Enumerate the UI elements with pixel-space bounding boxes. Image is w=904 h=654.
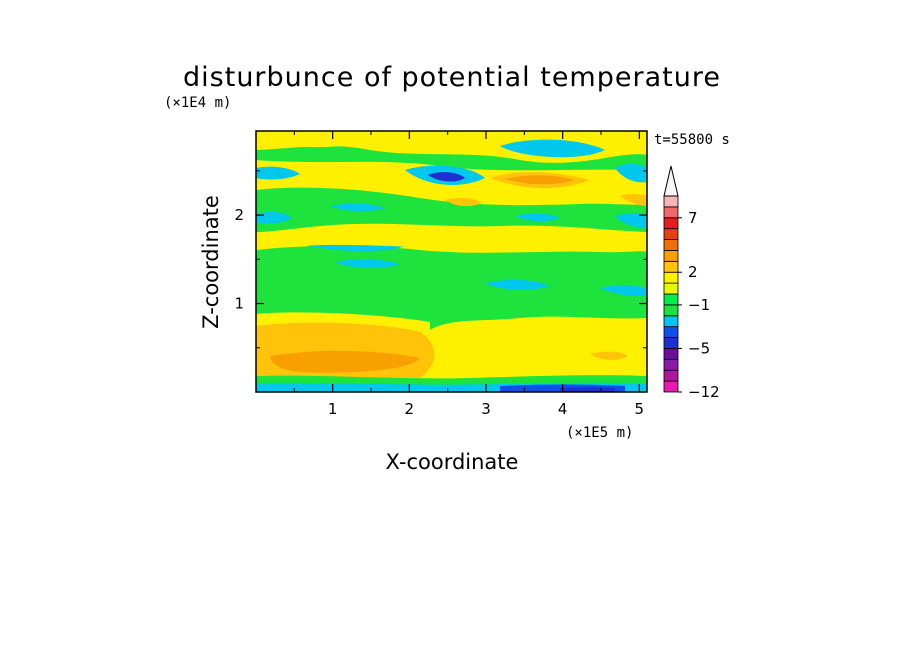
x-axis-label: X-coordinate: [386, 450, 519, 474]
x-tick-label: 1: [328, 400, 338, 418]
field-region: [620, 194, 647, 206]
y-unit-label: (×1E4 m): [164, 95, 231, 111]
colorbar-swatch: [663, 315, 679, 328]
y-tick-label: 1: [234, 295, 244, 313]
colorbar-swatch: [663, 239, 679, 251]
colorbar-swatch: [663, 337, 679, 349]
field-region: [256, 166, 300, 180]
colorbar-swatch: [663, 271, 679, 284]
colorbar: 7 2 −1 −5 −12: [663, 165, 720, 401]
field-region: [615, 163, 647, 183]
colorbar-swatch: [663, 206, 679, 219]
colorbar-swatch: [663, 250, 679, 262]
field-region: [256, 211, 292, 224]
field-region: [445, 197, 482, 207]
field-region: [515, 213, 560, 222]
colorbar-extend-triangle: [663, 165, 679, 197]
colorbar-tick-label: 2: [688, 263, 698, 281]
field-region: [256, 187, 647, 232]
time-label: t=55800 s: [654, 132, 730, 148]
field-region: [615, 213, 647, 228]
field-region: [590, 351, 628, 360]
colorbar-tick-label: −12: [688, 383, 720, 401]
colorbar-swatch: [663, 304, 679, 317]
colorbar-swatch: [663, 260, 679, 273]
colorbar-tick-label: 7: [688, 209, 698, 227]
x-axis-ticks: 1 2 3 4 5: [293, 131, 645, 418]
field-region: [500, 139, 605, 158]
colorbar-swatch: [663, 348, 679, 360]
colorbar-swatch: [663, 217, 679, 230]
chart-title: disturbunce of potential temperature: [183, 62, 721, 93]
y-tick-label: 2: [234, 206, 244, 224]
y-axis-label: Z-coordinate: [199, 195, 223, 329]
colorbar-swatch: [663, 358, 679, 371]
colorbar-swatch: [663, 326, 679, 338]
field-region: [256, 131, 647, 150]
field-region: [428, 172, 465, 182]
colorbar-tick-label: −5: [688, 339, 710, 357]
colorbar-swatch: [663, 228, 679, 240]
colorbar-swatch: [663, 195, 679, 208]
plot-frame: [255, 130, 648, 393]
field-region: [485, 279, 550, 290]
x-unit-label: (×1E5 m): [566, 425, 633, 441]
field-region: [270, 350, 420, 373]
y-axis-ticks: 12: [234, 170, 647, 349]
x-tick-label: 3: [481, 400, 491, 418]
field-region: [256, 232, 647, 248]
colorbar-swatch: [663, 380, 679, 393]
field-region: [256, 245, 647, 330]
x-tick-label: 4: [558, 400, 568, 418]
field-region: [600, 285, 647, 297]
colorbar-swatch: [663, 369, 679, 382]
field-region: [335, 259, 400, 268]
colorbar-swatch: [663, 282, 679, 295]
x-tick-label: 5: [635, 400, 645, 418]
colorbar-swatch: [663, 293, 679, 306]
field-plot: [256, 131, 647, 392]
colorbar-tick-label: −1: [688, 296, 710, 314]
x-tick-label: 2: [405, 400, 415, 418]
field-region: [330, 203, 385, 212]
field-region: [505, 175, 575, 185]
